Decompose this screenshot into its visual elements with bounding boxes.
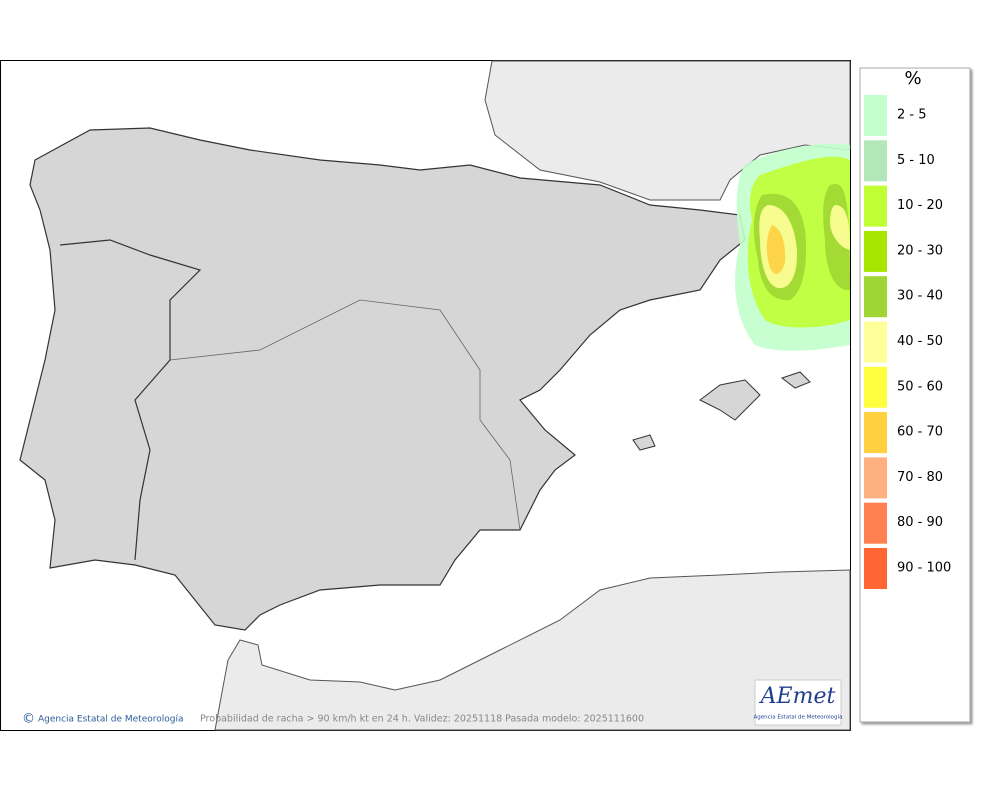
legend-label: 70 - 80 [897,470,943,485]
copyright: Agencia Estatal de Meteorología [38,715,184,725]
wind-probability [735,143,850,351]
legend: 2 - 5 5 - 10 10 - 20 20 - 30 30 - 40 40 - 50 5… [864,95,951,589]
legend-title: % [904,68,921,89]
ibiza [632,434,656,451]
mallorca [699,379,761,421]
legend-label: 80 - 90 [897,515,943,530]
legend-label: 30 - 40 [897,289,943,304]
legend-swatch [864,140,887,182]
legend-swatch [864,457,887,499]
legend-label: 50 - 60 [897,379,943,394]
legend-label: 2 - 5 [897,108,927,123]
legend-swatch [864,548,887,589]
legend-label: 60 - 70 [897,425,943,440]
legend-swatch [864,95,887,136]
probability-area [830,205,850,250]
menorca [780,371,811,389]
legend-swatch [864,502,887,544]
copyright-icon: © [22,712,35,727]
probability-area [766,225,786,274]
legend-swatch [864,185,887,227]
legend-swatch [864,366,887,408]
logo-subtitle: Agencia Estatal de Meteorología [754,714,843,721]
logo-box [754,679,842,726]
africa [214,569,851,731]
legend-swatch [864,276,887,318]
legend-label: 10 - 20 [897,198,943,213]
legend-swatch [864,412,887,454]
region-borders [169,299,521,531]
legend-label: 90 - 100 [897,561,951,576]
logo: AEmet [759,684,836,709]
legend-label: 20 - 30 [897,243,943,258]
footer-text: Probabilidad de racha > 90 km/h kt en 24… [200,714,644,725]
iberia [19,127,746,631]
map [19,60,851,731]
legend-label: 5 - 10 [897,153,935,168]
legend-swatch [864,230,887,272]
legend-swatch [864,321,887,363]
portugal-border [59,239,202,561]
legend-label: 40 - 50 [897,334,943,349]
